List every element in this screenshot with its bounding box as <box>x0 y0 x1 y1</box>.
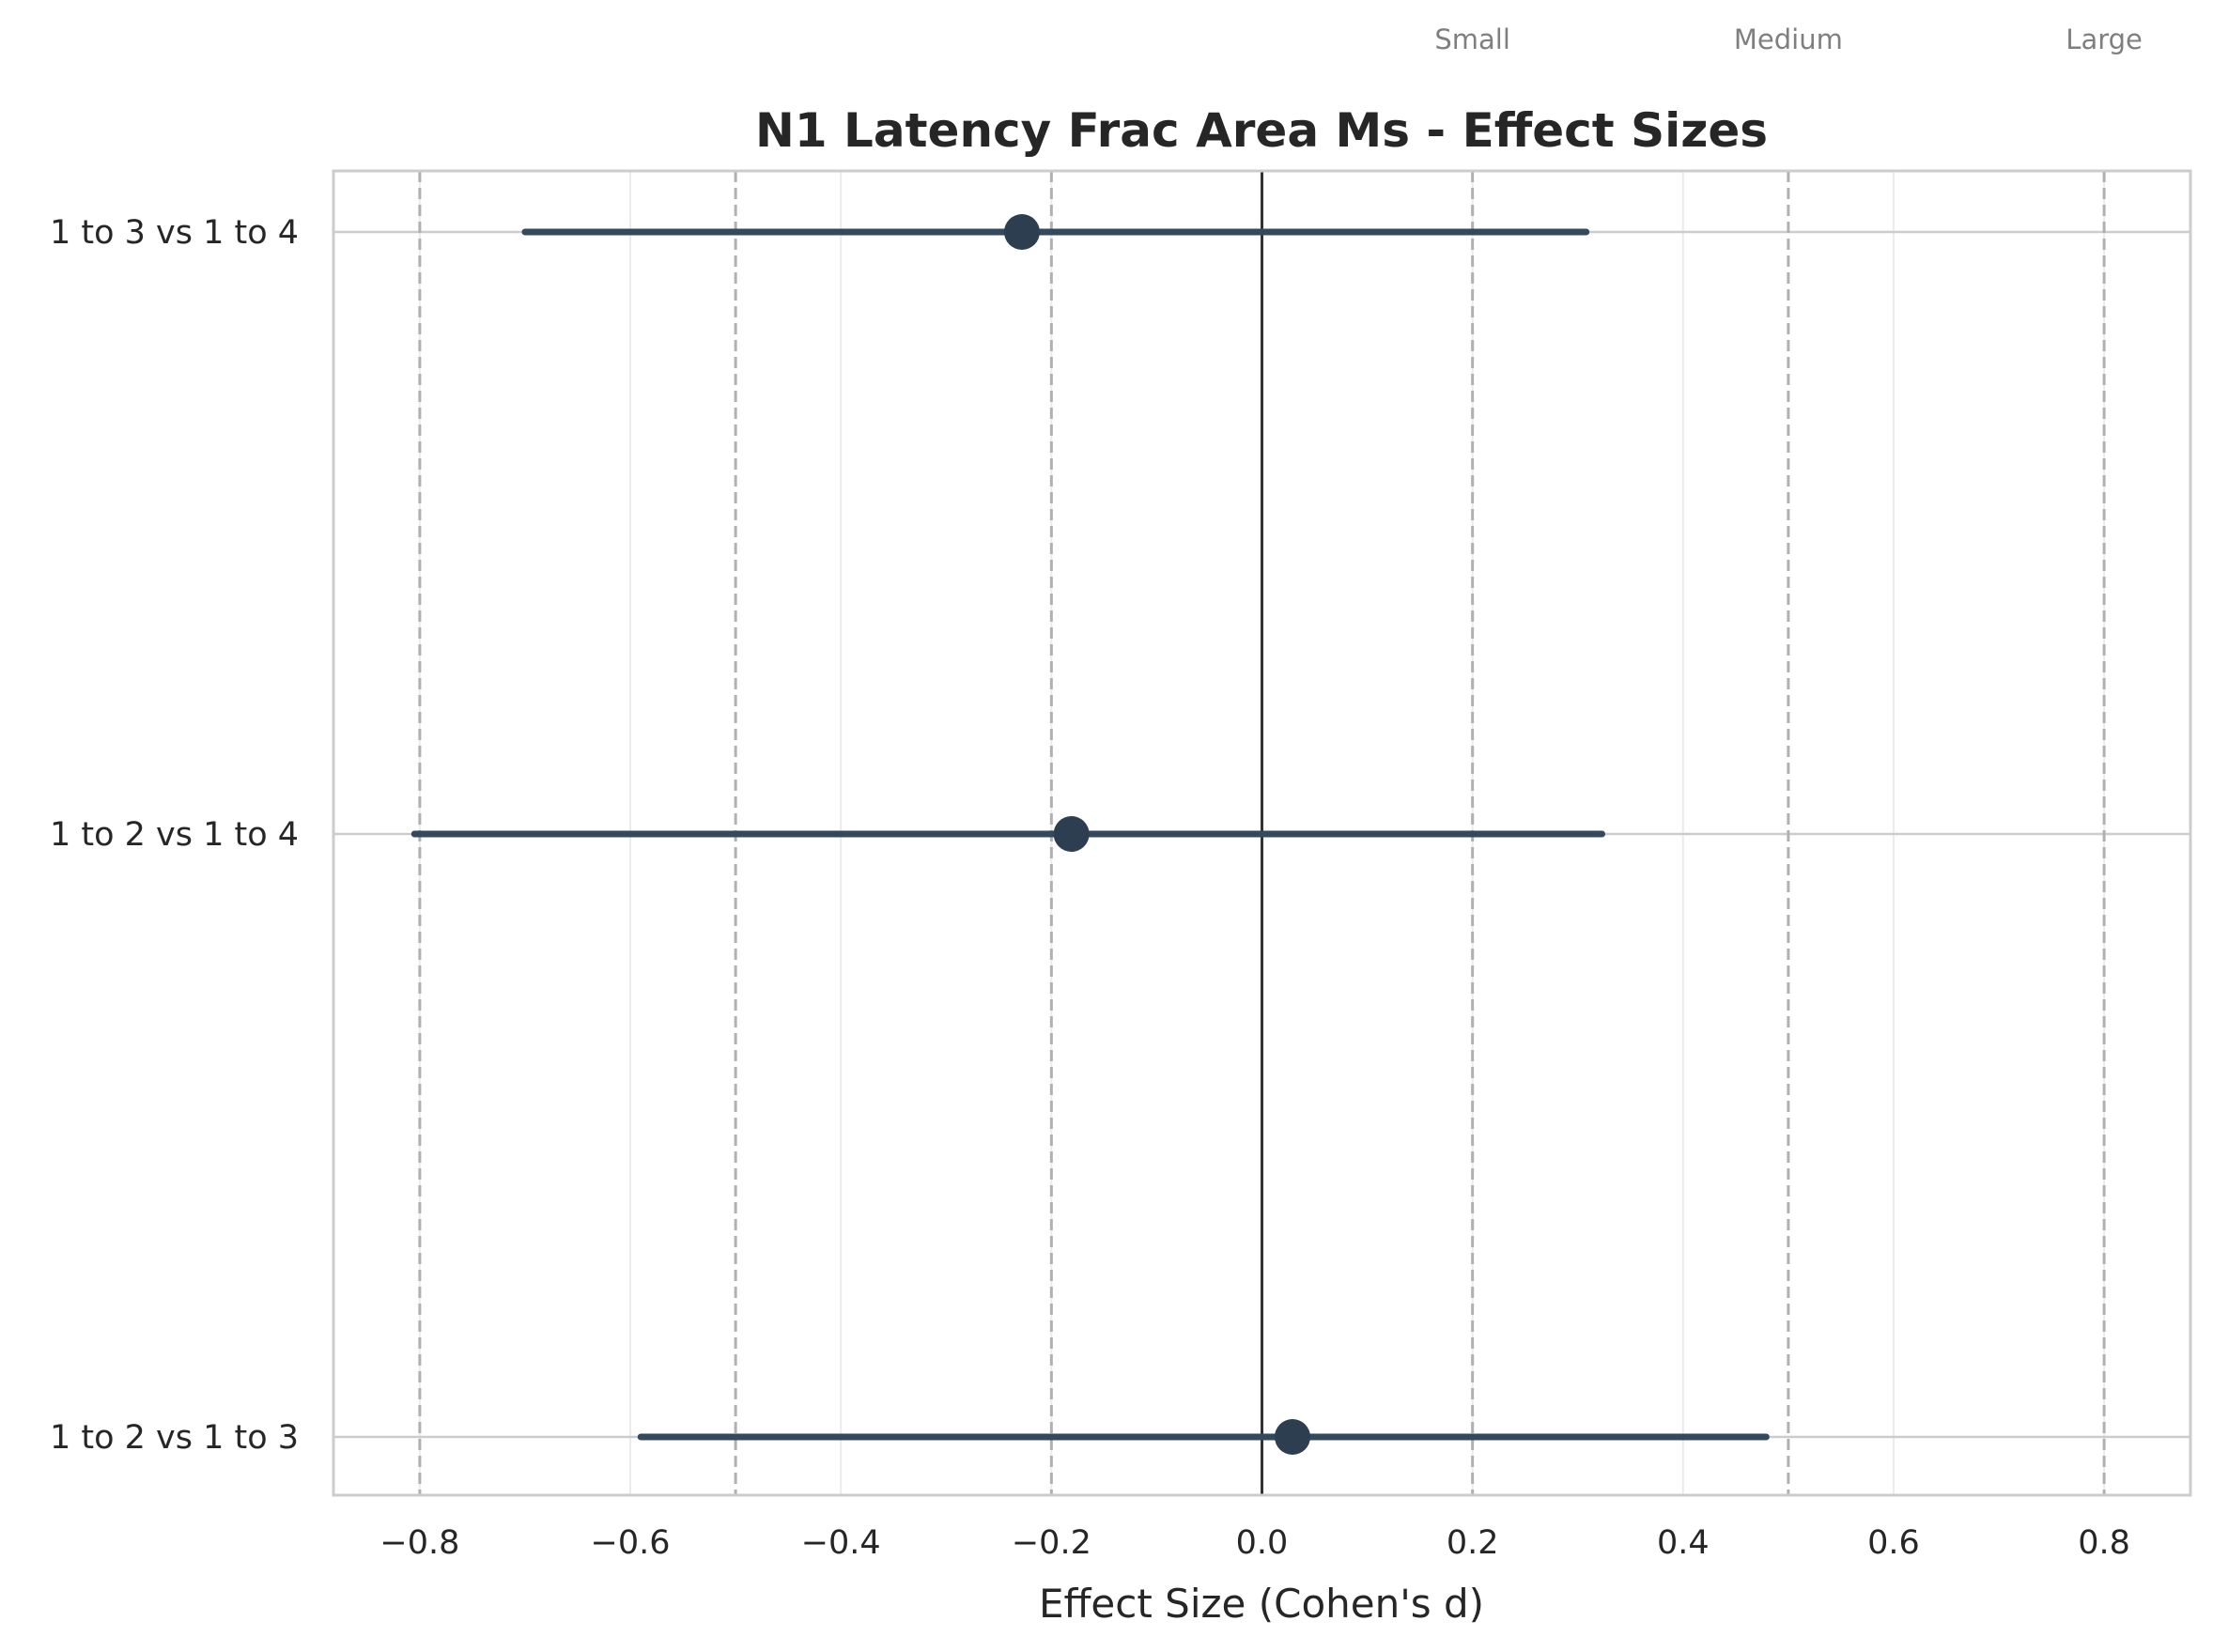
y-tick-labels: 1 to 3 vs 1 to 4 1 to 2 vs 1 to 4 1 to 2 v… <box>50 214 299 1457</box>
x-tick-label: 0.2 <box>1447 1524 1499 1562</box>
y-tick-label: 1 to 3 vs 1 to 4 <box>50 214 299 252</box>
y-tick-label: 1 to 2 vs 1 to 3 <box>50 1419 299 1457</box>
data-layer <box>410 171 1770 1495</box>
x-tick-label: 0.6 <box>1867 1524 1920 1562</box>
plot-frame <box>332 169 2192 1497</box>
x-tick-label: 0.0 <box>1236 1524 1289 1562</box>
y-tick-label: 1 to 2 vs 1 to 4 <box>50 816 299 854</box>
x-tick-label: −0.2 <box>1012 1524 1091 1562</box>
x-tick-label: −0.4 <box>801 1524 881 1562</box>
reference-label: Small <box>1434 23 1510 55</box>
x-tick-label: 0.8 <box>2078 1524 2130 1562</box>
x-tick-label: −0.6 <box>591 1524 671 1562</box>
x-axis-label: Effect Size (Cohen's d) <box>1039 1581 1484 1627</box>
x-tick-label: 0.4 <box>1657 1524 1710 1562</box>
reference-labels: Small Medium Large <box>1434 23 2143 55</box>
x-tick-labels: −0.8 −0.6 −0.4 −0.2 0.0 0.2 0.4 0.6 0.8 <box>379 1524 2130 1562</box>
reference-label: Medium <box>1734 23 1843 55</box>
x-tick-label: −0.8 <box>379 1524 459 1562</box>
effect-point <box>1053 816 1090 852</box>
chart-title: N1 Latency Frac Area Ms - Effect Sizes <box>755 103 1768 158</box>
effect-point <box>1275 1419 1311 1455</box>
effect-point <box>1003 214 1040 250</box>
reference-label: Large <box>2066 23 2143 55</box>
